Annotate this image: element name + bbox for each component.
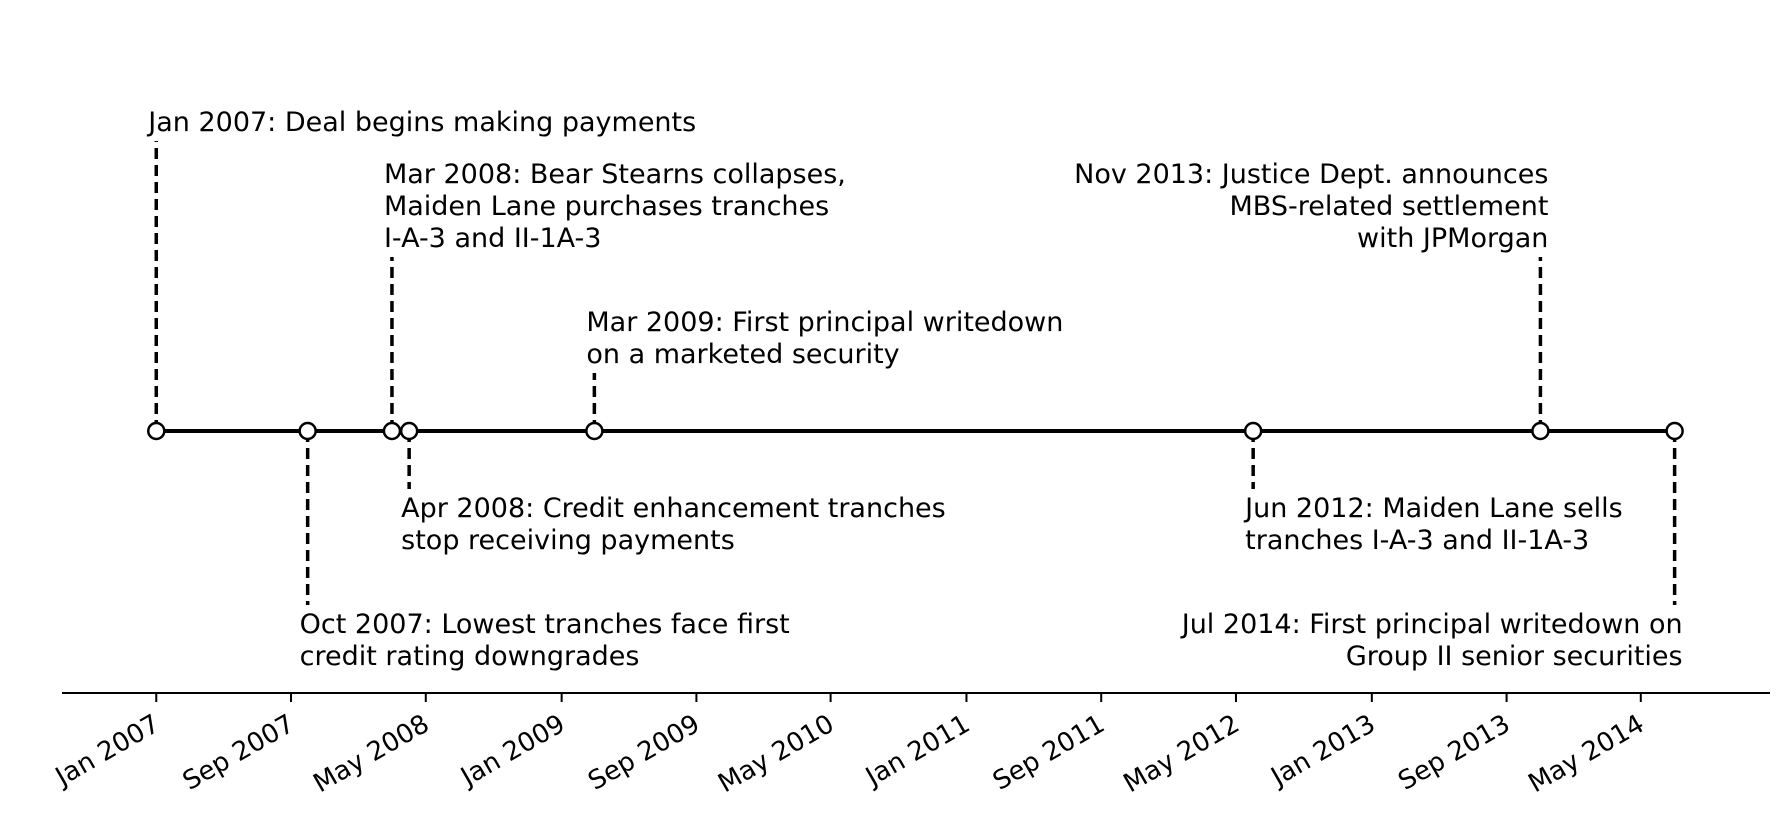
event-marker <box>399 421 419 441</box>
event-label-line: Mar 2008: Bear Stearns collapses, <box>384 159 846 190</box>
event-label-line: MBS-related settlement <box>1230 191 1549 222</box>
event-label-line: with JPMorgan <box>1357 223 1548 254</box>
event-label-line: tranches I-A-3 and II-1A-3 <box>1245 525 1589 556</box>
event-label-line: Mar 2009: First principal writedown <box>586 307 1063 338</box>
event-label-line: Nov 2013: Justice Dept. announces <box>1074 159 1548 190</box>
event-labels: Jan 2007: Deal begins making payments Oct… <box>146 107 1682 672</box>
event-label-line: credit rating downgrades <box>300 641 640 672</box>
event-stems <box>154 141 1677 605</box>
event-marker <box>585 421 604 441</box>
event-label-line: Jun 2012: Maiden Lane sells <box>1243 493 1623 524</box>
event-markers <box>147 421 1684 441</box>
event-label-line: I-A-3 and II-1A-3 <box>384 223 602 254</box>
event-marker <box>382 421 402 441</box>
event-label: Oct 2007: Lowest tranches face firstcred… <box>300 609 790 672</box>
event-marker <box>1531 421 1550 441</box>
event-marker <box>1243 421 1263 441</box>
event-label: Mar 2008: Bear Stearns collapses,Maiden … <box>384 159 846 254</box>
event-label-line: Apr 2008: Credit enhancement tranches <box>401 493 946 524</box>
event-label-line: stop receiving payments <box>401 525 735 556</box>
event-marker <box>147 421 166 441</box>
event-marker <box>1665 421 1684 441</box>
event-label: Nov 2013: Justice Dept. announcesMBS-rel… <box>1074 159 1548 254</box>
event-label-line: Jul 2014: First principal writedown on <box>1180 609 1683 640</box>
event-label-line: Maiden Lane purchases tranches <box>384 191 829 222</box>
event-label: Jul 2014: First principal writedown onGr… <box>1180 609 1683 672</box>
event-label-line: Group II senior securities <box>1346 641 1683 672</box>
event-label: Apr 2008: Credit enhancement tranchessto… <box>401 493 946 556</box>
event-label-line: Jan 2007: Deal begins making payments <box>146 107 696 138</box>
event-marker <box>298 421 317 441</box>
event-label-line: Oct 2007: Lowest tranches face first <box>300 609 790 640</box>
event-label-line: on a marketed security <box>586 339 899 370</box>
event-label: Jan 2007: Deal begins making payments <box>146 107 696 138</box>
